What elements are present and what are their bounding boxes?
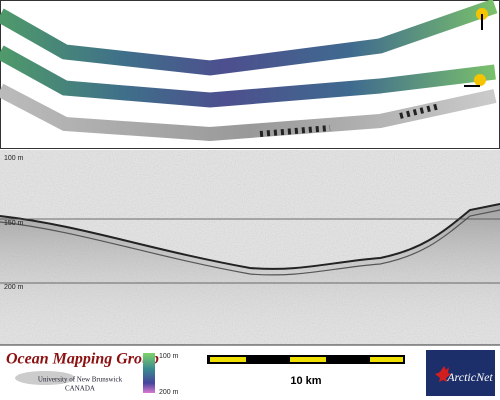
- maple-leaf: [435, 366, 451, 382]
- depth-label: 100 m: [4, 155, 24, 162]
- logo-subtitle: University of New Brunswick: [38, 376, 123, 384]
- swath-strip: [0, 0, 498, 76]
- colorbar-label: 100 m: [159, 353, 179, 360]
- logo-image: [15, 371, 75, 385]
- scale-segment: [370, 357, 403, 362]
- seabed-reflector: [0, 203, 500, 270]
- ship-icon: [474, 74, 486, 86]
- depth-label: 200 m: [4, 284, 24, 291]
- logo-country: CANADA: [65, 385, 95, 393]
- sub-reflector: [0, 209, 500, 276]
- logo-title: Ocean Mapping Group: [6, 351, 159, 368]
- scale-segment: [290, 357, 326, 362]
- scale-label: 10 km: [290, 375, 321, 387]
- swath-strip: [0, 45, 496, 108]
- scale-segment: [210, 357, 246, 362]
- depth-label: 150 m: [4, 220, 24, 227]
- partner-name: ArcticNet: [446, 370, 493, 384]
- depth-colorbar: [143, 353, 155, 393]
- swath-artifacts: [259, 103, 441, 137]
- partner-logo: [426, 350, 495, 396]
- swath-strip: [0, 83, 497, 142]
- colorbar-label: 200 m: [159, 389, 179, 396]
